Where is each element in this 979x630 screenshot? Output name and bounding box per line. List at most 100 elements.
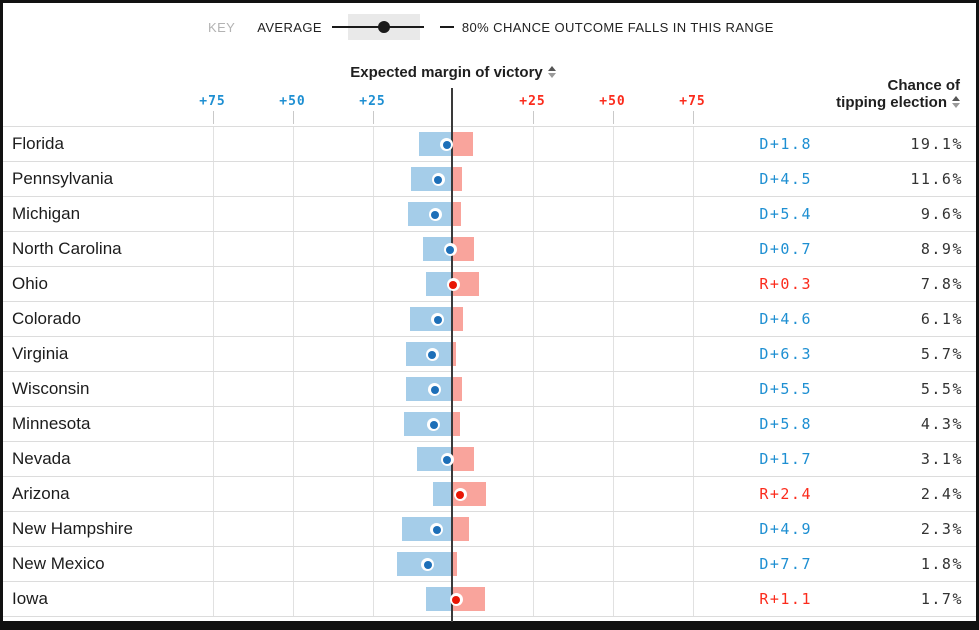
- axis-tick-mark: [532, 111, 534, 124]
- forecast-table: Florida D+1.8 19.1% Pennsylvania D+4.5 1…: [3, 126, 976, 617]
- margin-header-label: Expected margin of victory: [350, 64, 543, 81]
- chance-value: 1.7%: [920, 590, 963, 608]
- state-name: Pennsylvania: [12, 169, 114, 188]
- margin-value: D+4.5: [759, 170, 812, 188]
- state-name: Minnesota: [12, 414, 91, 433]
- state-name: Wisconsin: [12, 379, 90, 398]
- margin-value: D+6.3: [759, 345, 812, 363]
- rep-range-segment: [452, 307, 464, 331]
- state-name: Nevada: [12, 449, 71, 468]
- margin-value: D+1.8: [759, 135, 812, 153]
- axis-tick-label: +25: [359, 94, 386, 109]
- margin-range-bar: [425, 587, 486, 611]
- average-dot: [431, 173, 445, 186]
- chance-value: 8.9%: [920, 240, 963, 258]
- table-row[interactable]: New Hampshire D+4.9 2.3%: [3, 511, 976, 546]
- margin-value: R+1.1: [759, 590, 812, 608]
- average-dot: [421, 558, 435, 571]
- margin-value: R+2.4: [759, 485, 812, 503]
- zero-margin-line: [451, 88, 453, 622]
- average-dot: [428, 208, 442, 221]
- chance-value: 5.7%: [920, 345, 963, 363]
- state-name: New Hampshire: [12, 519, 133, 538]
- table-row[interactable]: Arizona R+2.4 2.4%: [3, 476, 976, 511]
- sort-arrows-icon[interactable]: [547, 66, 556, 78]
- rep-range-segment: [452, 517, 470, 541]
- chance-value: 6.1%: [920, 310, 963, 328]
- axis-tick-mark: [612, 111, 614, 124]
- table-row[interactable]: Florida D+1.8 19.1%: [3, 126, 976, 161]
- table-row[interactable]: Ohio R+0.3 7.8%: [3, 266, 976, 301]
- dem-range-segment: [409, 307, 453, 331]
- average-dot: [440, 138, 454, 151]
- table-row[interactable]: Michigan D+5.4 9.6%: [3, 196, 976, 231]
- state-name: Florida: [12, 134, 64, 153]
- key-dash: [439, 26, 454, 28]
- margin-range-bar: [409, 307, 464, 331]
- rep-range-segment: [452, 342, 457, 366]
- dem-range-segment: [401, 517, 453, 541]
- table-row[interactable]: Colorado D+4.6 6.1%: [3, 301, 976, 336]
- table-row[interactable]: Nevada D+1.7 3.1%: [3, 441, 976, 476]
- column-header-chance[interactable]: Chance of tipping election: [836, 77, 960, 111]
- margin-value: D+4.6: [759, 310, 812, 328]
- rep-range-segment: [452, 202, 462, 226]
- sort-arrows-icon[interactable]: [952, 96, 960, 108]
- average-dot: [428, 383, 442, 396]
- average-dot: [431, 313, 445, 326]
- state-name: North Carolina: [12, 239, 122, 258]
- state-name: Virginia: [12, 344, 69, 363]
- chance-header-line2: tipping election: [836, 94, 947, 111]
- rep-range-segment: [452, 132, 473, 156]
- axis-tick-mark: [292, 111, 294, 124]
- margin-value: D+5.4: [759, 205, 812, 223]
- average-dot: [453, 488, 467, 501]
- chance-value: 1.8%: [920, 555, 963, 573]
- chance-value: 5.5%: [920, 380, 963, 398]
- axis-tick-label: +50: [279, 94, 306, 109]
- margin-value: D+4.9: [759, 520, 812, 538]
- margin-value: D+7.7: [759, 555, 812, 573]
- axis-tick-mark: [692, 111, 694, 124]
- chance-value: 2.4%: [920, 485, 963, 503]
- chance-value: 3.1%: [920, 450, 963, 468]
- state-name: Ohio: [12, 274, 48, 293]
- margin-value: D+5.8: [759, 415, 812, 433]
- chance-value: 9.6%: [920, 205, 963, 223]
- average-dot: [430, 523, 444, 536]
- margin-range-bar: [401, 517, 470, 541]
- table-row[interactable]: Pennsylvania D+4.5 11.6%: [3, 161, 976, 196]
- key-range-label: 80% CHANCE OUTCOME FALLS IN THIS RANGE: [461, 19, 774, 35]
- average-dot: [425, 348, 439, 361]
- rep-range-segment: [452, 167, 463, 191]
- average-dot: [443, 243, 457, 256]
- margin-value: D+5.5: [759, 380, 812, 398]
- margin-range-bar: [418, 132, 473, 156]
- state-name: Colorado: [12, 309, 81, 328]
- table-row[interactable]: Minnesota D+5.8 4.3%: [3, 406, 976, 441]
- bottom-bar: [3, 621, 976, 627]
- state-name: New Mexico: [12, 554, 105, 573]
- average-dot: [427, 418, 441, 431]
- axis-tick-label: +25: [519, 94, 546, 109]
- legend: KEY AVERAGE 80% CHANCE OUTCOME FALLS IN …: [208, 13, 774, 41]
- axis-tick-mark: [212, 111, 214, 124]
- table-row[interactable]: North Carolina D+0.7 8.9%: [3, 231, 976, 266]
- table-row[interactable]: Iowa R+1.1 1.7%: [3, 581, 976, 616]
- chance-value: 11.6%: [910, 170, 963, 188]
- column-header-margin[interactable]: Expected margin of victory: [253, 64, 653, 81]
- average-dot-icon: [377, 21, 390, 33]
- margin-value: D+0.7: [759, 240, 812, 258]
- chance-value: 2.3%: [920, 520, 963, 538]
- axis-tick-label: +75: [199, 94, 226, 109]
- dem-range-segment: [432, 482, 453, 506]
- axis-tick-label: +50: [599, 94, 626, 109]
- state-name: Michigan: [12, 204, 81, 223]
- key-average-label: AVERAGE: [257, 19, 322, 35]
- table-row[interactable]: Wisconsin D+5.5 5.5%: [3, 371, 976, 406]
- table-row[interactable]: Virginia D+6.3 5.7%: [3, 336, 976, 371]
- margin-value: R+0.3: [759, 275, 812, 293]
- chance-value: 19.1%: [910, 135, 963, 153]
- table-row[interactable]: New Mexico D+7.7 1.8%: [3, 546, 976, 581]
